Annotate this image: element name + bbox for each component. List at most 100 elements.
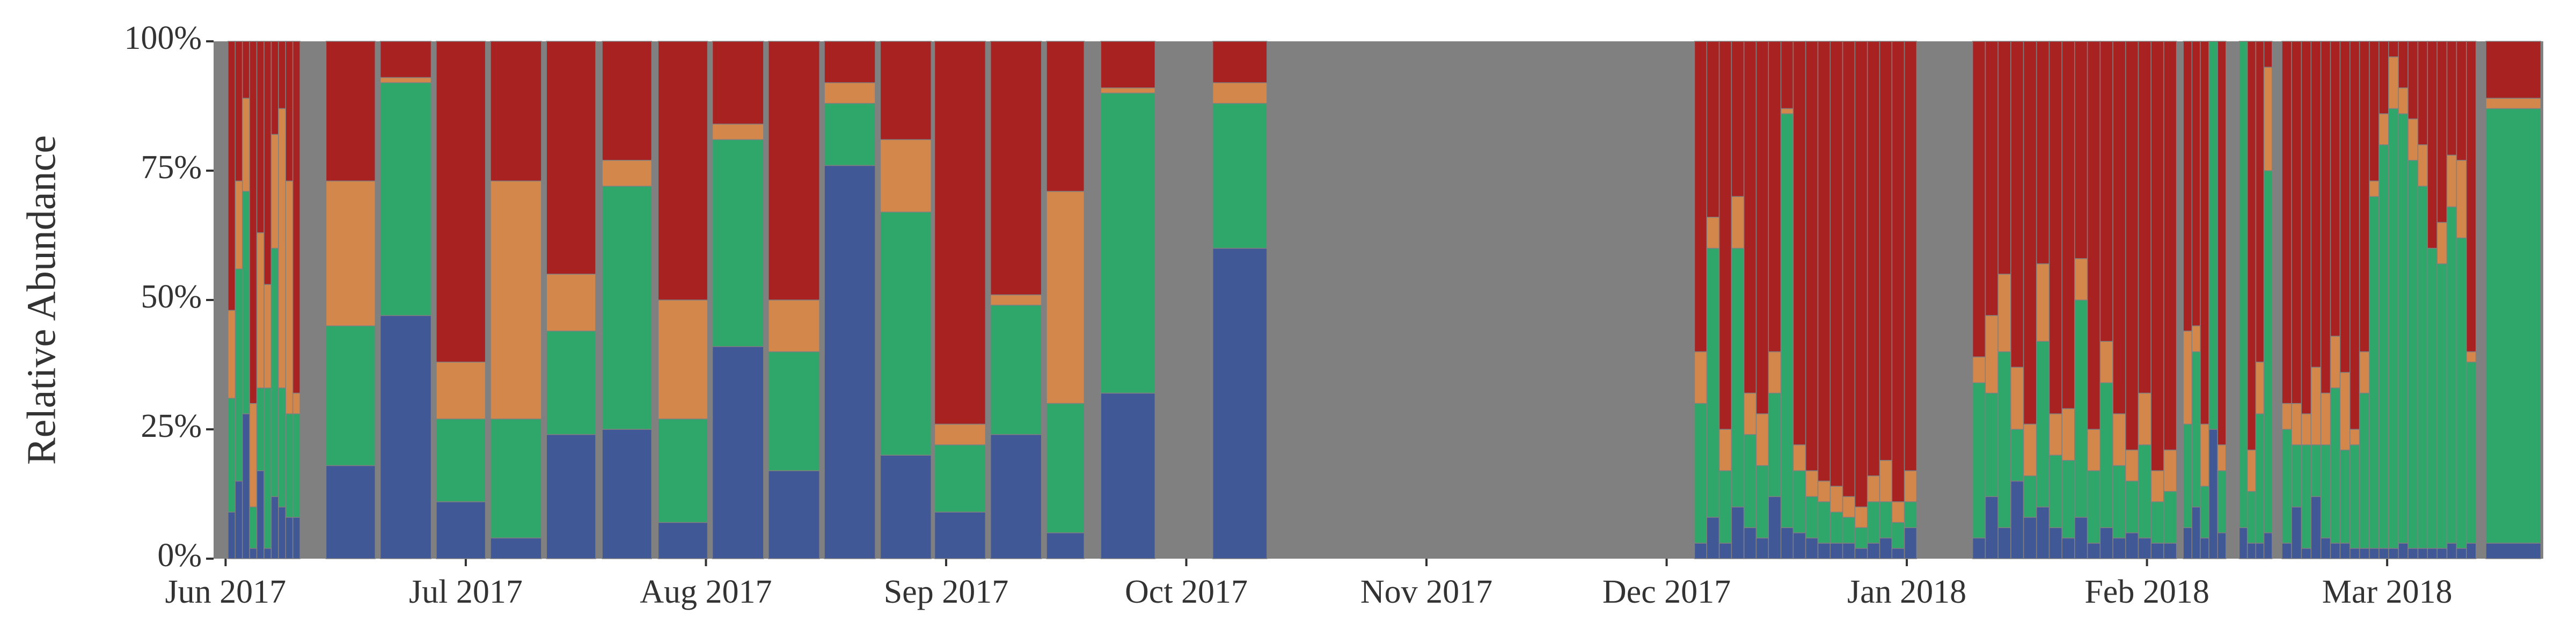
bar-segment — [2125, 449, 2139, 482]
bar-segment — [264, 284, 272, 389]
bar-segment — [2407, 547, 2419, 559]
bar-segment — [285, 517, 294, 559]
bar-segment — [1792, 470, 1806, 533]
bar-segment — [490, 537, 542, 559]
bar-segment — [1891, 501, 1905, 523]
bar-segment — [1768, 392, 1782, 497]
bar-segment — [1842, 41, 1856, 497]
bar-segment — [2466, 361, 2477, 544]
bar-segment — [2349, 444, 2360, 549]
bar-segment — [2436, 547, 2448, 559]
bar-segment — [2466, 41, 2477, 353]
bar-segment — [2150, 41, 2164, 471]
bar-segment — [241, 191, 250, 414]
bar-segment — [2125, 480, 2139, 533]
bar-segment — [1780, 113, 1794, 528]
bar-segment — [1706, 217, 1720, 249]
bar-segment — [2255, 543, 2265, 559]
bar-segment — [2183, 423, 2193, 528]
bar-segment — [1817, 480, 1831, 502]
bar-segment — [1854, 41, 1868, 508]
bar-segment — [325, 41, 376, 182]
bar-segment — [228, 398, 236, 513]
bar-segment — [2466, 351, 2477, 363]
bar-segment — [2485, 41, 2542, 99]
bar-segment — [1212, 41, 1268, 83]
bar-segment — [2398, 543, 2409, 559]
bar-segment — [2074, 517, 2088, 559]
bar-segment — [2087, 543, 2101, 559]
bar-segment — [292, 392, 301, 414]
bar-segment — [2048, 455, 2062, 528]
bar-segment — [2263, 170, 2273, 533]
bar-segment — [1694, 543, 1708, 559]
bar-segment — [1768, 351, 1782, 394]
bar-segment — [270, 247, 279, 497]
bar-segment — [990, 294, 1042, 306]
bar-segment — [657, 522, 708, 559]
x-tick-label: Jun 2017 — [165, 574, 287, 610]
bar-segment — [1997, 274, 2011, 353]
bar-segment — [2112, 537, 2126, 559]
bar-segment — [2200, 486, 2209, 539]
bar-segment — [1867, 543, 1880, 559]
bar-segment — [2087, 429, 2101, 471]
bar-segment — [657, 418, 708, 523]
bar-segment — [2163, 41, 2177, 451]
bar-segment — [2301, 413, 2311, 445]
bar-segment — [2359, 41, 2370, 353]
bar-segment — [1718, 429, 1732, 471]
bar-segment — [2246, 41, 2257, 451]
bar-segment — [241, 413, 250, 559]
bar-segment — [2138, 537, 2151, 559]
bar-segment — [285, 41, 294, 182]
bar-segment — [2023, 517, 2037, 559]
bar-segment — [1904, 527, 1918, 559]
bar-segment — [1768, 41, 1782, 353]
bar-segment — [1046, 191, 1085, 404]
bar-segment — [2417, 547, 2428, 559]
bar-segment — [602, 41, 653, 161]
bar-segment — [278, 387, 287, 508]
bar-segment — [1755, 413, 1769, 466]
bar-segment — [2301, 444, 2311, 549]
bar-segment — [1743, 527, 1757, 559]
bar-segment — [1694, 41, 1708, 353]
bar-segment — [2074, 258, 2088, 301]
bar-segment — [2359, 547, 2370, 559]
bar-segment — [2087, 470, 2101, 544]
bar-segment — [1904, 41, 1918, 471]
bar-segment — [934, 444, 986, 513]
bar-segment — [1817, 41, 1831, 482]
bar-segment — [1829, 41, 1843, 487]
bar-segment — [2087, 41, 2101, 430]
bar-segment — [2183, 527, 2193, 559]
bar-segment — [2446, 543, 2457, 559]
bar-segment — [1706, 247, 1720, 518]
x-tick-label: Feb 2018 — [2084, 574, 2209, 610]
bar-segment — [768, 470, 820, 559]
bar-segment — [379, 41, 432, 78]
bar-segment — [1842, 517, 1856, 544]
bar-segment — [1768, 496, 1782, 559]
bar-segment — [1780, 108, 1794, 114]
bar-segment — [824, 165, 876, 559]
bar-segment — [2163, 449, 2177, 492]
bar-segment — [2208, 429, 2218, 559]
bar-segment — [2330, 543, 2341, 559]
y-tick-label: 0% — [157, 537, 202, 574]
bar-segment — [249, 403, 258, 508]
bar-segment — [264, 547, 272, 559]
bar-segment — [1867, 475, 1880, 502]
bar-segment — [2456, 159, 2467, 239]
bar-segment — [2398, 113, 2409, 544]
bar-segment — [2369, 547, 2380, 559]
bar-segment — [1731, 506, 1745, 559]
bar-segment — [2310, 496, 2322, 559]
bar-segment — [1829, 486, 1843, 513]
bar-segment — [934, 41, 986, 425]
bar-segment — [235, 268, 243, 482]
bar-segment — [2200, 41, 2209, 425]
bar-segment — [2446, 41, 2457, 156]
